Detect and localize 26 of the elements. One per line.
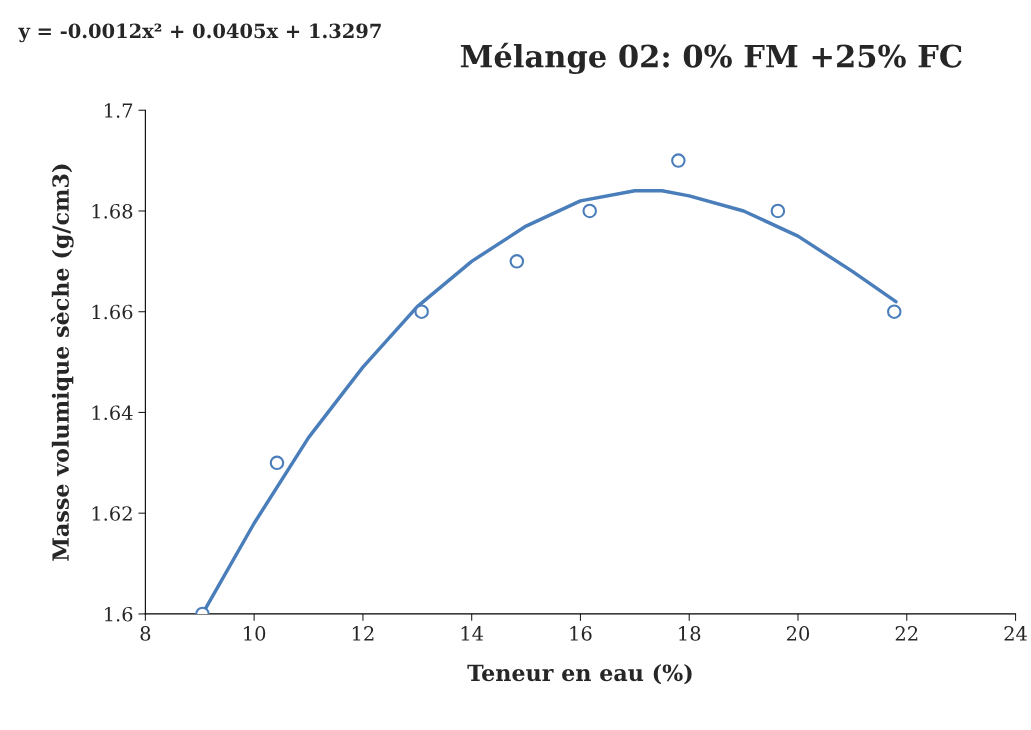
y-tick-label: 1.68 (92, 203, 133, 219)
x-tick-label: 16 (570, 626, 592, 641)
point (770, 203, 786, 219)
point (887, 304, 902, 319)
point (269, 455, 285, 471)
x-tick-label: 20 (786, 626, 810, 641)
y-tick-label: 1.7 (105, 103, 133, 118)
y-tick-label: 1.62 (92, 506, 132, 521)
x-tick-label: 18 (679, 626, 701, 641)
y-tick-label: 1.6 (105, 606, 133, 622)
x-tick-label: 8 (140, 626, 151, 641)
x-tick-label: 22 (895, 626, 918, 641)
x-tick-label: 24 (1004, 626, 1027, 641)
y-tick-label: 1.66 (92, 304, 133, 320)
x-tick-label: 10 (244, 626, 266, 641)
y-axis-title: Masse volumique sèche (g/cm3) (50, 164, 74, 561)
y-tick-label: 1.64 (92, 405, 133, 421)
x-tick-label: 14 (461, 626, 484, 641)
x-axis-title: Teneur en eau (%) (467, 664, 692, 685)
chart-title: Mélange 02: 0% FM +25% FC (460, 42, 962, 75)
text: y = -0.0012x² + 0.0405x + 1.3297 (18, 23, 381, 43)
point (509, 254, 525, 269)
x-tick-label: 12 (352, 626, 374, 641)
point (582, 203, 597, 219)
point (414, 304, 429, 319)
point (671, 153, 686, 168)
